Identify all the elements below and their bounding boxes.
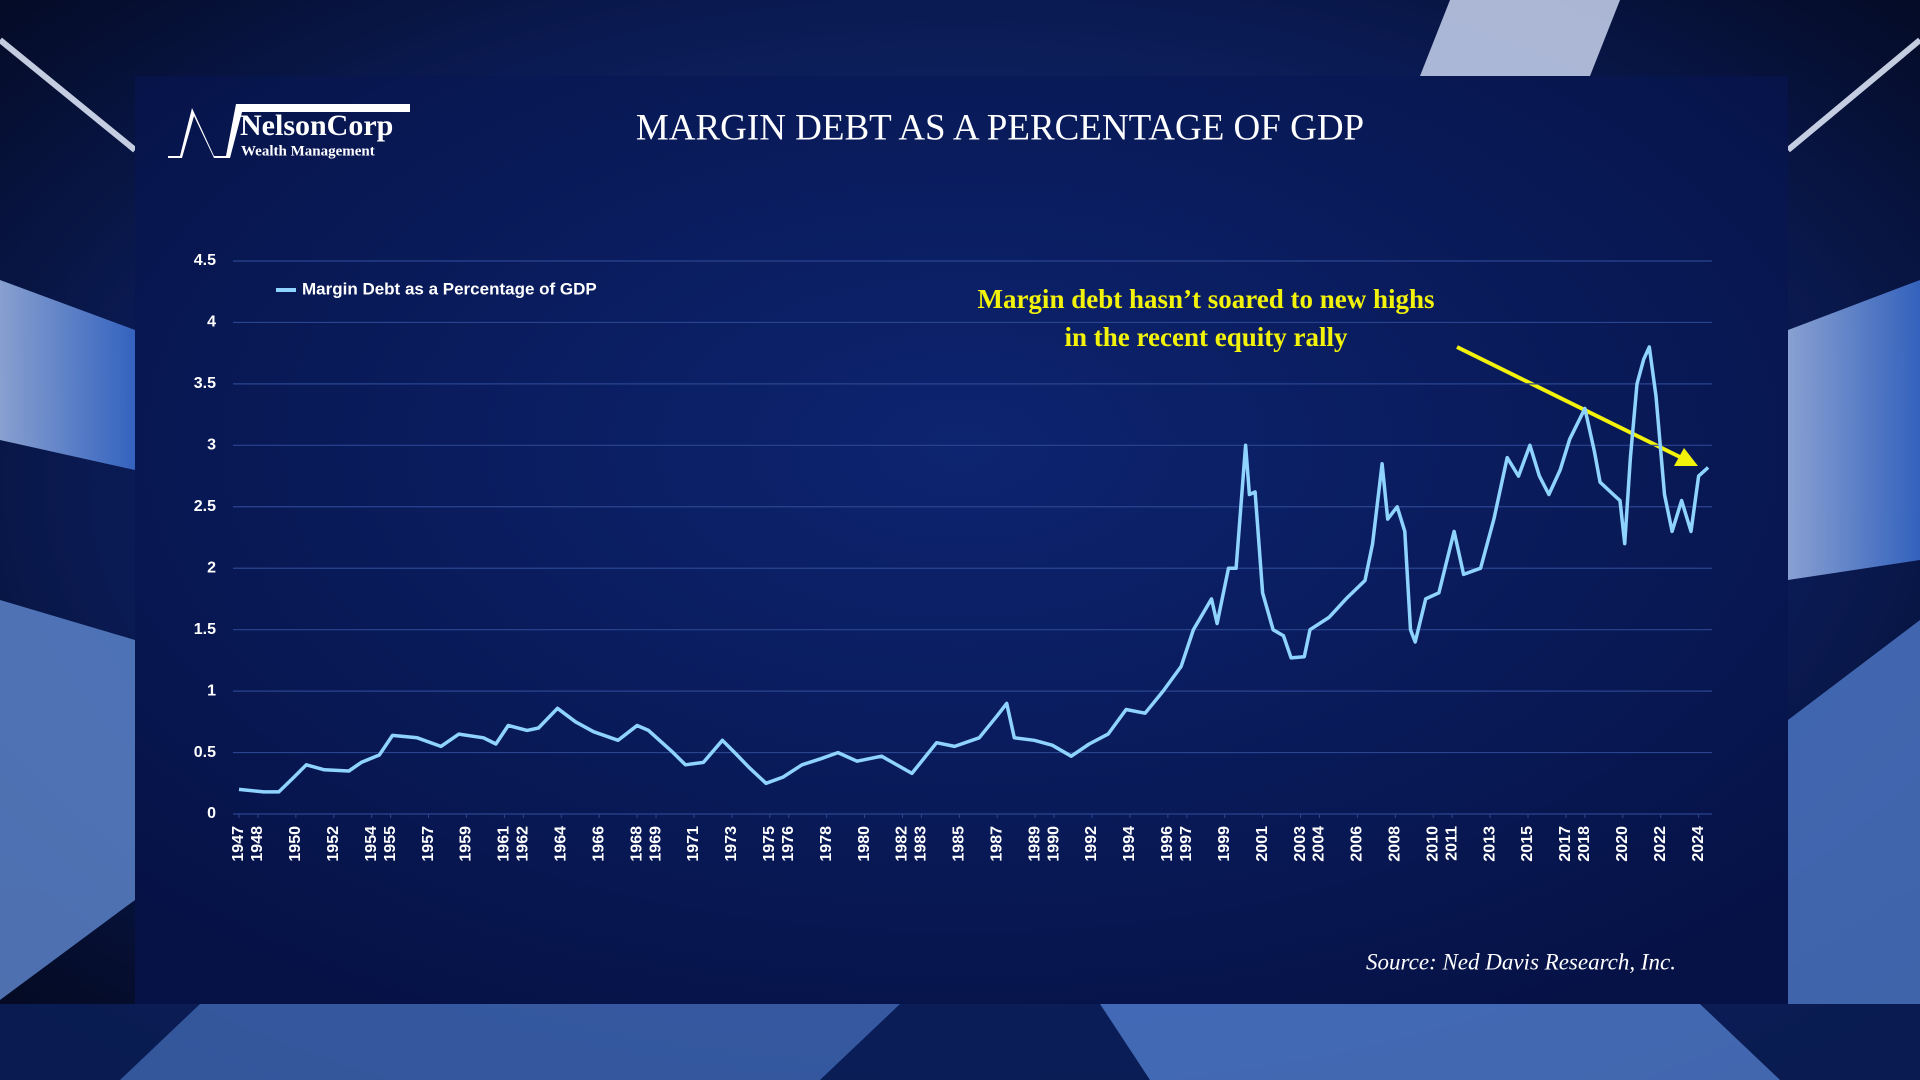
x-tick-label: 1961 — [496, 826, 513, 862]
y-tick-label: 2 — [207, 559, 216, 576]
x-tick-label: 2017 — [1557, 826, 1574, 862]
chart-title: MARGIN DEBT AS A PERCENTAGE OF GDP — [636, 107, 1364, 148]
x-tick-label: 1966 — [590, 826, 607, 862]
x-tick-label: 2022 — [1652, 826, 1669, 862]
x-tick-label: 2008 — [1387, 826, 1404, 862]
x-tick-label: 1969 — [647, 826, 664, 862]
x-tick-label: 1990 — [1045, 826, 1062, 862]
x-tick-label: 2024 — [1690, 826, 1707, 862]
x-tick-label: 1985 — [951, 826, 968, 862]
x-tick-label: 1975 — [761, 826, 778, 862]
x-tick-label: 1983 — [913, 826, 930, 862]
y-tick-label: 0 — [207, 805, 216, 822]
x-tick-label: 2020 — [1614, 826, 1631, 862]
x-tick-label: 2015 — [1519, 826, 1536, 862]
x-tick-label: 2018 — [1576, 826, 1593, 862]
x-tick-label: 1978 — [818, 826, 835, 862]
x-tick-label: 1962 — [515, 826, 532, 862]
y-tick-label: 4.5 — [194, 252, 216, 269]
x-tick-label: 1964 — [552, 826, 569, 862]
x-tick-label: 2006 — [1349, 826, 1366, 862]
x-tick-label: 1973 — [723, 826, 740, 862]
x-tick-label: 2004 — [1311, 826, 1328, 862]
x-tick-label: 2001 — [1254, 826, 1271, 862]
panel — [135, 76, 1788, 1004]
x-tick-label: 1968 — [628, 826, 645, 862]
x-tick-label: 2011 — [1443, 826, 1460, 861]
y-tick-label: 1.5 — [194, 621, 216, 638]
annotation-arrow — [1456, 345, 1698, 466]
y-tick-label: 1 — [207, 682, 216, 699]
x-tick-label: 1948 — [249, 826, 266, 862]
x-tick-label: 1980 — [856, 826, 873, 862]
logo: NelsonCorp Wealth Management — [168, 104, 410, 159]
y-tick-label: 0.5 — [194, 744, 216, 761]
x-tick-label: 1959 — [458, 826, 475, 862]
x-tick-label: 1971 — [685, 826, 702, 862]
x-tick-label: 1989 — [1026, 826, 1043, 862]
x-tick-label: 1992 — [1083, 826, 1100, 862]
logo-tagline: Wealth Management — [241, 143, 375, 159]
annotation: Margin debt hasn’t soared to new highs — [977, 284, 1434, 314]
x-tick-label: 1994 — [1121, 826, 1138, 862]
x-tick-label: 1955 — [382, 826, 399, 862]
x-tick-label: 2003 — [1292, 826, 1309, 862]
x-tick-label: 1982 — [894, 826, 911, 862]
x-tick-label: 1996 — [1159, 826, 1176, 862]
x-tick-label: 1976 — [780, 826, 797, 862]
y-tick-label: 3 — [207, 437, 216, 454]
x-tick-label: 1999 — [1216, 826, 1233, 862]
y-tick-label: 2.5 — [194, 498, 216, 515]
y-tick-label: 3.5 — [194, 375, 216, 392]
x-tick-label: 1952 — [325, 826, 342, 862]
logo-name: NelsonCorp — [240, 109, 393, 142]
x-tick-label: 2013 — [1481, 826, 1498, 862]
x-tick-label: 1950 — [287, 826, 304, 862]
x-tick-label: 1957 — [420, 826, 437, 862]
annotation: in the recent equity rally — [1065, 322, 1348, 352]
legend-label: Margin Debt as a Percentage of GDP — [302, 279, 597, 298]
x-tick-label: 1987 — [988, 826, 1005, 862]
y-tick-label: 4 — [207, 314, 216, 331]
x-tick-label: 2010 — [1424, 826, 1441, 862]
x-tick-label: 1954 — [363, 826, 380, 862]
x-tick-label: 1947 — [230, 826, 247, 862]
x-tick-label: 1997 — [1178, 826, 1195, 862]
data-line — [238, 345, 1710, 794]
source-note: Source: Ned Davis Research, Inc. — [1366, 949, 1676, 974]
